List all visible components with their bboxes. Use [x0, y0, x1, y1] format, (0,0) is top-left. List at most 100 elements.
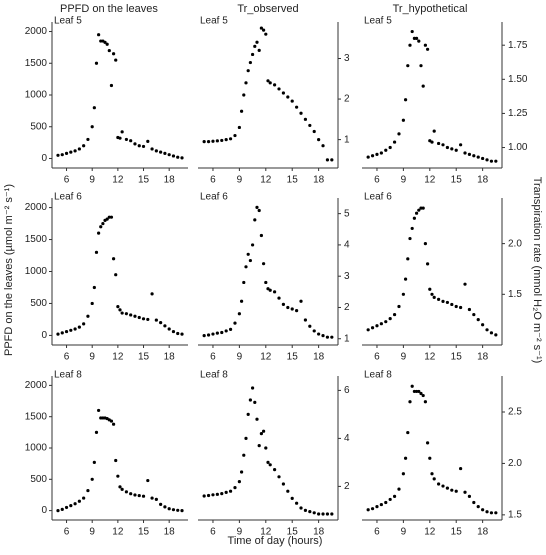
data-point [211, 139, 215, 143]
data-point [397, 132, 401, 136]
column-title: Tr_hypothetical [393, 3, 468, 15]
data-point [73, 502, 77, 506]
y-tick-label: 2000 [25, 202, 48, 213]
data-point [228, 489, 233, 493]
data-point [154, 149, 158, 153]
x-tick-label: 6 [210, 175, 216, 186]
x-tick-label: 9 [401, 352, 407, 363]
data-point [476, 155, 480, 159]
y2-axis-label: Transpiration rate (mmol H₂O m⁻² s⁻¹) [531, 177, 543, 364]
data-point [133, 314, 137, 318]
data-point [129, 139, 133, 143]
data-point [259, 233, 263, 238]
data-point [255, 205, 259, 209]
y-tick-label: 1 [344, 333, 350, 344]
data-point [463, 151, 467, 155]
data-point [489, 511, 494, 515]
data-point [97, 33, 101, 37]
data-point [114, 458, 118, 463]
data-point [494, 511, 498, 515]
data-point [206, 333, 211, 337]
data-point [154, 497, 158, 501]
data-point [467, 494, 472, 498]
data-point [425, 47, 430, 51]
data-point [299, 506, 303, 510]
data-point [228, 327, 233, 331]
data-point [242, 93, 246, 97]
y-tick-label: 500 [30, 121, 47, 132]
data-point [250, 243, 255, 247]
data-point [246, 252, 250, 256]
data-point [69, 150, 73, 154]
data-point [406, 430, 410, 435]
data-point [410, 384, 414, 388]
data-point [118, 485, 122, 489]
x-tick-label: 15 [287, 527, 299, 538]
y-tick-label: 2000 [25, 26, 48, 37]
x-tick-label: 18 [164, 527, 176, 538]
data-point [403, 98, 408, 102]
data-point [290, 99, 294, 103]
data-point [494, 333, 498, 337]
data-point [154, 318, 158, 322]
data-point [69, 504, 73, 508]
data-point [430, 140, 434, 144]
data-point [253, 44, 257, 48]
data-point [428, 456, 432, 460]
y-tick-label: 500 [30, 474, 47, 485]
panel-label: Leaf 8 [364, 370, 392, 381]
data-point [159, 321, 163, 325]
data-point [77, 325, 81, 329]
data-point [129, 313, 133, 317]
data-point [163, 151, 167, 155]
data-point [92, 106, 96, 110]
data-point [437, 141, 441, 146]
data-point [454, 148, 458, 152]
x-tick-label: 9 [237, 527, 243, 538]
data-point [295, 501, 299, 505]
data-point [124, 137, 129, 142]
data-point [325, 158, 330, 162]
data-point [82, 322, 86, 326]
data-point [244, 81, 248, 85]
x-tick-label: 9 [401, 175, 407, 186]
data-point [97, 408, 101, 413]
data-point [303, 318, 308, 322]
data-point [150, 292, 154, 296]
x-tick-label: 12 [260, 352, 272, 363]
x-tick-label: 6 [210, 352, 216, 363]
data-point [268, 288, 272, 292]
x-tick-label: 18 [477, 352, 489, 363]
column-title: Tr_observed [237, 3, 298, 15]
data-point [308, 123, 312, 128]
x-tick-label: 12 [260, 527, 272, 538]
data-point [171, 329, 176, 334]
y-tick-label: 6 [344, 385, 350, 396]
data-point [77, 499, 81, 503]
data-point [111, 52, 116, 56]
y-tick-label: 2 [344, 302, 350, 313]
x-tick-label: 12 [112, 175, 124, 186]
data-point [268, 463, 272, 467]
data-point [159, 150, 163, 154]
x-tick-label: 15 [138, 175, 150, 186]
data-point [233, 321, 237, 325]
data-point [277, 475, 281, 479]
data-point [257, 48, 261, 52]
y-tick-label: 3 [344, 271, 350, 282]
data-point [325, 512, 330, 516]
y-tick-label: 1.5 [508, 289, 522, 300]
data-point [325, 335, 330, 339]
data-point [419, 391, 423, 396]
data-point [408, 400, 412, 404]
data-point [494, 159, 498, 163]
data-point [489, 331, 494, 335]
data-point [224, 138, 228, 142]
data-point [176, 508, 180, 512]
data-point [250, 52, 255, 57]
data-point [94, 430, 99, 434]
x-tick-label: 18 [164, 352, 176, 363]
data-point [388, 317, 392, 321]
data-point [437, 482, 441, 486]
data-point [261, 262, 266, 266]
